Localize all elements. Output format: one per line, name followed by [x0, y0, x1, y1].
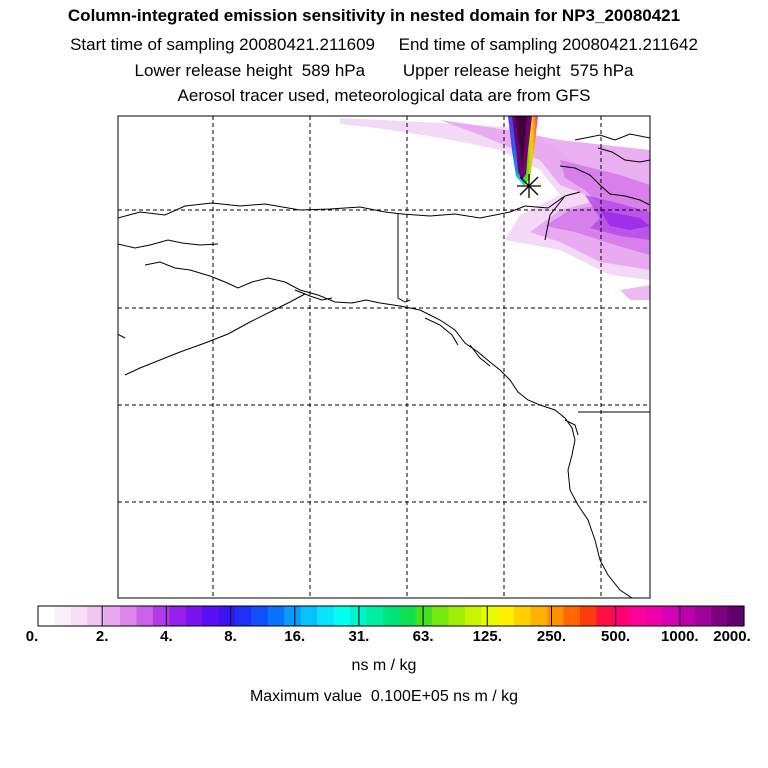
map-frame [117, 115, 651, 599]
colorbar-cell [415, 606, 433, 626]
colorbar-cell [661, 606, 679, 626]
colorbar-cell [530, 606, 548, 626]
coastlines [118, 133, 650, 598]
map-panel [117, 115, 651, 599]
colorbar-cell [464, 606, 482, 626]
colorbar-cell [235, 606, 253, 626]
colorbar-tick-label: 31. [348, 628, 370, 645]
colorbar-tick-label: 8. [224, 628, 237, 645]
maximum-value-label: Maximum value 0.100E+05 ns m / kg [249, 688, 519, 705]
colorbar-cell [136, 606, 154, 626]
colorbar-cell [300, 606, 318, 626]
release-height-line: Lower release height 589 hPa Upper relea… [134, 61, 634, 80]
colorbar-cell [432, 606, 450, 626]
chart-title: Column-integrated emission sensitivity i… [67, 6, 681, 25]
colorbar-cell [169, 606, 187, 626]
colorbar-cell [711, 606, 729, 626]
colorbar-cell [185, 606, 203, 626]
colorbar-cell [38, 606, 56, 626]
colorbar-tick-label: 16. [284, 628, 306, 645]
colorbar-cell [54, 606, 72, 626]
gridlines [118, 116, 650, 598]
colorbar-cell [284, 606, 302, 626]
colorbar-cell [645, 606, 663, 626]
colorbar-tick-label: 63. [412, 628, 434, 645]
colorbar-cell [103, 606, 121, 626]
colorbar-cell [87, 606, 105, 626]
colorbar-cell [202, 606, 220, 626]
colorbar-cell [333, 606, 351, 626]
colorbar-tick-label: 1000. [661, 628, 699, 645]
colorbar-cell [399, 606, 417, 626]
colorbar-cell [366, 606, 384, 626]
colorbar-tick-label: 500. [601, 628, 631, 645]
colorbar-cell [481, 606, 499, 626]
colorbar-cell [251, 606, 269, 626]
tracer-info-line: Aerosol tracer used, meteorological data… [177, 86, 591, 105]
colorbar-unit-label: ns m / kg [351, 657, 417, 674]
colorbar-cell [629, 606, 647, 626]
colorbar-cell [579, 606, 597, 626]
colorbar-cell [152, 606, 170, 626]
colorbar-cell [514, 606, 532, 626]
colorbar-tick-label: 2. [95, 628, 109, 645]
colorbar-cell [317, 606, 335, 626]
plume-core [508, 116, 538, 186]
sampling-time-line: Start time of sampling 20080421.211609 E… [70, 35, 698, 54]
colorbar-cell [612, 606, 630, 626]
colorbar-tick-label: 4. [160, 628, 173, 645]
colorbar-tick-label: 250. [536, 628, 567, 645]
colorbar-cell [120, 606, 138, 626]
colorbar-cell [694, 606, 712, 626]
colorbar-cell [267, 606, 285, 626]
colorbar-tick-label: 125. [472, 628, 502, 645]
colorbar-cell [497, 606, 515, 626]
colorbar-tick-label: 2000. [713, 628, 751, 645]
colorbar-cell [727, 606, 745, 626]
colorbar [37, 605, 745, 627]
colorbar-cell [678, 606, 696, 626]
colorbar-cell [70, 606, 88, 626]
colorbar-cell [448, 606, 466, 626]
colorbar-cell [382, 606, 400, 626]
colorbar-cell [563, 606, 581, 626]
colorbar-cell [218, 606, 236, 626]
colorbar-tick-label: 0. [25, 628, 39, 645]
colorbar-cell [546, 606, 564, 626]
release-point-star-icon [517, 174, 541, 198]
colorbar-cell [596, 606, 614, 626]
